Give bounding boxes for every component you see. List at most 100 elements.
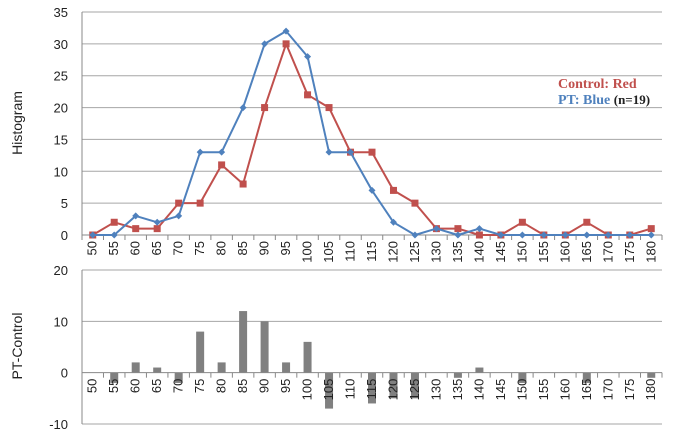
x-tick-label: 130 bbox=[428, 379, 443, 401]
y-axis-title: Histogram bbox=[9, 91, 25, 155]
bar bbox=[325, 372, 334, 409]
bar bbox=[196, 331, 205, 373]
x-tick-label: 155 bbox=[536, 379, 551, 401]
x-tick-label: 175 bbox=[622, 241, 637, 263]
data-point-control bbox=[368, 148, 376, 156]
histogram-line-chart: 0 5 10 15 20 25 30 35 50 55 60 65 70 75 80 85 90 95 100 105… bbox=[9, 5, 663, 263]
data-point-pt bbox=[475, 225, 483, 233]
bar bbox=[153, 367, 162, 373]
x-tick-label: 125 bbox=[407, 379, 422, 401]
x-tick-label: 75 bbox=[192, 379, 207, 393]
bar bbox=[217, 362, 226, 373]
data-point-pt bbox=[561, 231, 569, 239]
data-point-pt bbox=[454, 231, 462, 239]
legend-control: Control: Red bbox=[558, 77, 637, 92]
x-tick-label: 150 bbox=[514, 379, 529, 401]
y-tick-label: 10 bbox=[54, 164, 68, 179]
x-tick-label: 95 bbox=[278, 241, 293, 255]
x-tick-label: 115 bbox=[364, 241, 379, 262]
y-tick-label: 20 bbox=[54, 263, 68, 278]
data-point-control bbox=[175, 199, 183, 207]
x-tick-label: 105 bbox=[321, 241, 336, 263]
x-tick-label: 50 bbox=[85, 241, 100, 255]
data-point-pt bbox=[626, 231, 634, 239]
x-tick-label: 160 bbox=[557, 241, 572, 263]
x-tick-label: 170 bbox=[600, 241, 615, 263]
bar bbox=[368, 372, 376, 404]
x-tick-label: 100 bbox=[300, 379, 315, 401]
legend-sample-size: (n=19) bbox=[614, 92, 650, 107]
data-point-control bbox=[218, 161, 226, 169]
x-tick-label: 135 bbox=[450, 379, 465, 401]
data-point-pt bbox=[89, 231, 97, 239]
data-point-pt bbox=[432, 225, 440, 233]
data-point-control bbox=[304, 91, 312, 99]
data-point-pt bbox=[647, 231, 655, 239]
x-tick-label: 145 bbox=[493, 379, 508, 401]
data-point-pt bbox=[583, 231, 591, 239]
x-tick-label: 100 bbox=[300, 241, 315, 263]
y-tick-label: 20 bbox=[54, 101, 68, 116]
bar bbox=[260, 321, 269, 373]
x-tick-label: 85 bbox=[235, 379, 250, 393]
x-tick-label: 110 bbox=[343, 241, 358, 262]
data-point-control bbox=[110, 218, 118, 226]
data-point-pt bbox=[411, 231, 419, 239]
x-tick-label: 70 bbox=[171, 379, 186, 393]
bar bbox=[303, 341, 312, 373]
x-tick-label: 175 bbox=[622, 379, 637, 401]
bar bbox=[131, 362, 140, 373]
y-tick-label: 15 bbox=[54, 132, 68, 147]
data-point-control bbox=[132, 225, 140, 233]
y-tick-label: 10 bbox=[54, 314, 68, 329]
data-point-control bbox=[518, 218, 526, 226]
data-point-pt bbox=[282, 27, 290, 35]
x-tick-label: 145 bbox=[493, 241, 508, 263]
bar bbox=[453, 372, 462, 378]
data-point-control bbox=[261, 104, 269, 112]
data-point-control bbox=[583, 218, 591, 226]
data-point-control bbox=[196, 199, 204, 207]
data-point-pt bbox=[153, 218, 161, 226]
x-tick-label: 110 bbox=[343, 379, 358, 400]
x-tick-label: 165 bbox=[579, 241, 594, 263]
data-point-pt bbox=[518, 231, 526, 239]
x-tick-label: 50 bbox=[85, 379, 100, 393]
data-point-pt bbox=[325, 148, 333, 156]
bar bbox=[174, 372, 183, 383]
data-point-pt bbox=[175, 212, 183, 220]
x-tick-label: 140 bbox=[471, 241, 486, 263]
bar bbox=[475, 367, 484, 373]
data-point-pt bbox=[604, 231, 612, 239]
x-tick-label: 125 bbox=[407, 241, 422, 263]
bar bbox=[110, 372, 119, 383]
y-tick-label: 5 bbox=[61, 196, 68, 211]
data-point-control bbox=[389, 186, 397, 194]
x-tick-label: 140 bbox=[471, 379, 486, 401]
x-tick-label: 120 bbox=[385, 241, 400, 263]
x-tick-label: 70 bbox=[171, 241, 186, 255]
difference-bar-chart: -10 0 10 20 50 55 60 65 70 75 80 85 90 95 100 105 110 115… bbox=[9, 263, 663, 432]
x-tick-label: 170 bbox=[600, 379, 615, 401]
y-tick-label: 0 bbox=[61, 228, 68, 243]
data-point-pt bbox=[304, 53, 312, 61]
x-tick-label: 60 bbox=[128, 379, 143, 393]
data-point-control bbox=[647, 225, 655, 233]
x-tick-label: 65 bbox=[149, 241, 164, 255]
data-point-pt bbox=[196, 148, 204, 156]
legend-pt: PT: Blue (n=19) bbox=[558, 92, 650, 108]
x-tick-label: 65 bbox=[149, 379, 164, 393]
x-tick-label: 130 bbox=[428, 241, 443, 263]
bar bbox=[239, 311, 248, 373]
x-tick-label: 160 bbox=[557, 379, 572, 401]
data-point-pt bbox=[110, 231, 118, 239]
data-point-control bbox=[153, 225, 161, 233]
y-tick-label: 25 bbox=[54, 69, 68, 84]
x-tick-label: 165 bbox=[579, 379, 594, 401]
bar bbox=[282, 362, 291, 373]
bar bbox=[582, 372, 591, 383]
data-point-control bbox=[282, 40, 290, 48]
data-point-pt bbox=[261, 40, 269, 48]
bar bbox=[389, 372, 398, 399]
x-tick-label: 90 bbox=[257, 241, 272, 255]
